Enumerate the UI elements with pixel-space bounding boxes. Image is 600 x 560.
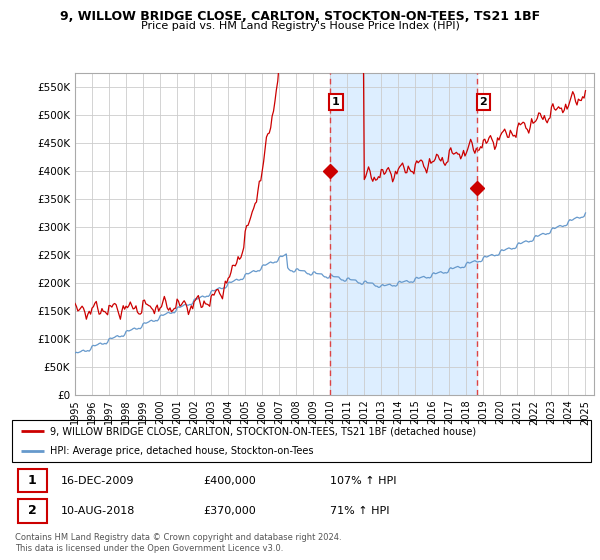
Text: HPI: Average price, detached house, Stockton-on-Tees: HPI: Average price, detached house, Stoc… <box>50 446 313 456</box>
Text: £400,000: £400,000 <box>203 475 256 486</box>
Text: Price paid vs. HM Land Registry's House Price Index (HPI): Price paid vs. HM Land Registry's House … <box>140 21 460 31</box>
Text: 9, WILLOW BRIDGE CLOSE, CARLTON, STOCKTON-ON-TEES, TS21 1BF (detached house): 9, WILLOW BRIDGE CLOSE, CARLTON, STOCKTO… <box>50 426 476 436</box>
Bar <box>329 73 477 395</box>
Text: 107% ↑ HPI: 107% ↑ HPI <box>331 475 397 486</box>
Bar <box>18 469 47 492</box>
Text: 10-AUG-2018: 10-AUG-2018 <box>61 506 136 516</box>
Text: £370,000: £370,000 <box>203 506 256 516</box>
Text: 9, WILLOW BRIDGE CLOSE, CARLTON, STOCKTON-ON-TEES, TS21 1BF: 9, WILLOW BRIDGE CLOSE, CARLTON, STOCKTO… <box>60 10 540 22</box>
Text: 16-DEC-2009: 16-DEC-2009 <box>61 475 135 486</box>
Bar <box>18 499 47 523</box>
Text: Contains HM Land Registry data © Crown copyright and database right 2024.
This d: Contains HM Land Registry data © Crown c… <box>15 533 341 553</box>
Text: 71% ↑ HPI: 71% ↑ HPI <box>331 506 390 516</box>
Text: 1: 1 <box>28 474 37 487</box>
Text: 2: 2 <box>479 97 487 107</box>
Text: 1: 1 <box>332 97 340 107</box>
Text: 2: 2 <box>28 505 37 517</box>
